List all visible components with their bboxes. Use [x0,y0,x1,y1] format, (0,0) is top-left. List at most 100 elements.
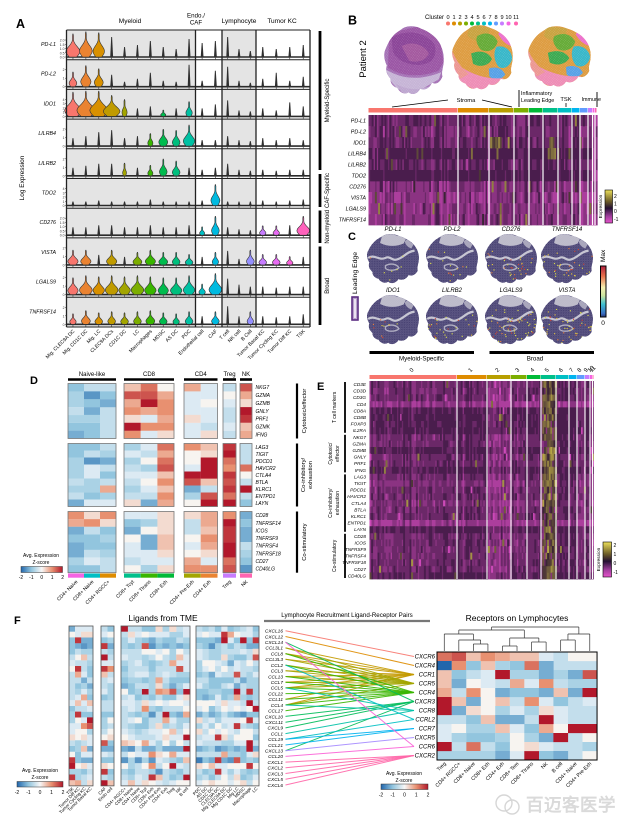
svg-text:CCL17: CCL17 [268,709,283,715]
svg-text:2: 2 [63,128,65,132]
svg-text:-2: -2 [19,575,24,581]
svg-text:Treg: Treg [222,579,234,591]
svg-text:VISTA: VISTA [351,196,367,202]
svg-text:CCR7: CCR7 [419,727,436,733]
svg-text:0: 0 [409,367,416,374]
svg-text:NK: NK [175,786,183,794]
svg-text:TSK: TSK [65,786,75,796]
svg-text:Myeloid-Specific: Myeloid-Specific [399,356,444,363]
svg-text:CXCL10: CXCL10 [265,714,283,720]
svg-text:CXCL13: CXCL13 [265,749,283,755]
svg-text:Z-score: Z-score [396,778,413,784]
svg-text:NKG7: NKG7 [256,385,270,391]
svg-text:CCL4: CCL4 [271,703,284,709]
svg-text:LAYN: LAYN [354,527,367,532]
svg-text:ICOS: ICOS [256,528,269,534]
svg-text:2: 2 [63,106,65,110]
svg-text:IDO1: IDO1 [44,101,56,107]
svg-text:CD3E: CD3E [353,382,366,387]
svg-text:D: D [30,375,38,387]
svg-text:0: 0 [39,790,42,796]
svg-text:0: 0 [403,793,406,799]
svg-text:CTLA4: CTLA4 [256,473,272,479]
svg-text:1: 1 [63,314,65,318]
svg-text:Leading Edge: Leading Edge [352,252,359,294]
svg-text:CCL3L1: CCL3L1 [265,646,283,652]
svg-text:CD4: CD4 [195,372,208,378]
svg-text:CCL1: CCL1 [271,731,284,737]
svg-text:CD28: CD28 [354,534,366,539]
svg-text:Co-stimulatory: Co-stimulatory [302,523,308,560]
svg-text:CXCR4: CXCR4 [415,664,436,670]
svg-text:BTLA: BTLA [256,480,269,486]
svg-text:LILRB2: LILRB2 [442,288,463,294]
svg-text:KLRC1: KLRC1 [351,514,367,519]
svg-text:CCR5: CCR5 [419,682,436,688]
svg-text:CXCL1: CXCL1 [268,760,284,766]
svg-text:TDO2: TDO2 [42,191,56,197]
svg-text:CCL11: CCL11 [268,697,283,703]
svg-text:1.5: 1.5 [60,221,65,225]
svg-text:NK cell: NK cell [227,329,242,344]
svg-text:PD-L2: PD-L2 [41,72,56,78]
svg-text:CD4+ Exh: CD4+ Exh [192,579,213,600]
svg-text:8: 8 [577,367,584,374]
svg-text:Cytotoxic/: Cytotoxic/ [328,442,334,465]
svg-text:TNFRSF18: TNFRSF18 [256,551,282,557]
svg-text:LAG3: LAG3 [354,474,366,479]
svg-text:0: 0 [614,561,617,567]
svg-text:TNFRSF14: TNFRSF14 [339,218,366,224]
svg-text:1.5: 1.5 [60,43,65,47]
svg-text:CD8A: CD8A [353,408,366,413]
svg-text:Immune: Immune [582,97,601,103]
svg-text:Treg: Treg [436,761,448,773]
svg-text:Co-inhibitory/: Co-inhibitory/ [301,458,307,493]
svg-text:LILRB4: LILRB4 [348,152,366,158]
svg-text:0: 0 [63,263,65,267]
svg-text:NK: NK [240,579,250,589]
svg-text:百迈客医学: 百迈客医学 [526,795,616,815]
svg-text:CCL5: CCL5 [271,686,284,692]
svg-text:5: 5 [544,367,551,374]
svg-text:PD-L1: PD-L1 [41,42,56,48]
svg-text:-1: -1 [29,575,34,581]
svg-text:TSK: TSK [560,97,571,103]
svg-text:6: 6 [482,15,485,21]
svg-text:11: 11 [589,365,598,374]
svg-text:ENTPD1: ENTPD1 [348,521,367,526]
svg-text:0: 0 [63,174,65,178]
svg-text:Stroma: Stroma [457,98,476,104]
svg-text:LGALS9: LGALS9 [36,280,56,286]
svg-text:CD28: CD28 [256,513,269,519]
svg-text:2: 2 [63,196,65,200]
svg-text:Broad: Broad [527,356,544,363]
svg-text:0.0: 0.0 [60,56,65,60]
svg-text:CCL13: CCL13 [268,674,283,680]
svg-text:TIGIT: TIGIT [354,481,367,486]
svg-text:10: 10 [505,15,511,21]
svg-text:CCR1: CCR1 [419,673,435,679]
svg-text:GNLY: GNLY [256,409,270,415]
svg-text:CD8+ Exh: CD8+ Exh [149,579,170,600]
svg-text:PDCD1: PDCD1 [256,459,273,465]
svg-text:-2: -2 [379,793,384,799]
svg-text:PD-L1: PD-L1 [384,227,401,233]
svg-text:CTLA4: CTLA4 [351,501,366,506]
svg-text:KLRC1: KLRC1 [256,487,272,493]
svg-text:Patient 2: Patient 2 [358,40,369,78]
svg-text:NKG7: NKG7 [353,435,366,440]
svg-text:0: 0 [63,85,65,89]
svg-text:CXCL5: CXCL5 [268,777,284,783]
svg-text:LC: LC [251,786,259,794]
svg-text:1: 1 [63,200,65,204]
svg-text:GZMB: GZMB [352,448,366,453]
svg-text:CCL7: CCL7 [271,680,284,686]
svg-text:10: 10 [587,365,596,374]
svg-text:TNFRSF14: TNFRSF14 [552,227,583,233]
svg-text:CXCR2: CXCR2 [415,754,436,760]
svg-text:4: 4 [470,15,473,21]
svg-text:2: 2 [614,543,617,549]
svg-text:TNFRSF4: TNFRSF4 [256,544,279,550]
svg-text:2.0: 2.0 [60,39,65,43]
svg-text:7: 7 [488,15,491,21]
